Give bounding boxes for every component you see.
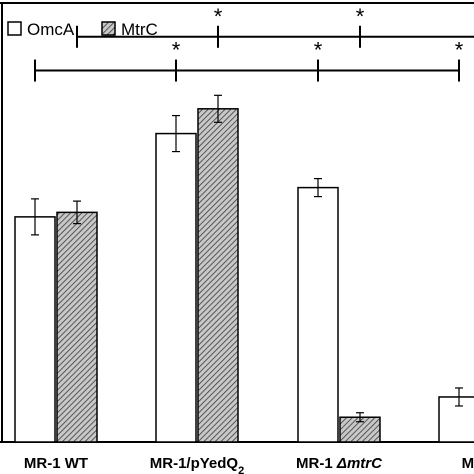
- category-labels: MR-1 WT MR-1/pYedQ2 MR-1 ΔmtrC MR-1: [24, 455, 474, 474]
- category-label-3: MR-1: [462, 455, 474, 472]
- legend-swatch-omca: [7, 21, 22, 36]
- bar-omca-0: [14, 216, 56, 443]
- error-bar-omca-1: [172, 114, 180, 153]
- category-label-2: MR-1 ΔmtrC: [296, 455, 383, 472]
- error-bar-omca-3: [455, 387, 463, 407]
- category-label-0: MR-1 WT: [24, 455, 88, 472]
- category-label-1: MR-1/pYedQ2: [150, 455, 244, 474]
- significance-brackets: ******: [34, 4, 474, 82]
- significance-star: *: [455, 38, 464, 63]
- error-bar-mtrc-1: [214, 94, 222, 123]
- significance-star: *: [172, 38, 181, 63]
- legend: OmcA MtrC: [7, 20, 158, 39]
- significance-star: *: [356, 4, 365, 29]
- error-bar-mtrc-2: [356, 412, 364, 423]
- significance-bracket-1: * * *: [34, 38, 464, 82]
- error-bar-omca-0: [31, 198, 39, 236]
- bar-omca-2: [297, 186, 339, 443]
- legend-swatch-mtrc: [101, 21, 116, 36]
- bar-mtrc-1: [197, 108, 239, 443]
- bar-mtrc-0: [56, 211, 98, 443]
- significance-bracket-0: ***: [76, 4, 474, 48]
- legend-label-mtrc: MtrC: [121, 20, 158, 39]
- legend-label-omca: OmcA: [27, 20, 75, 39]
- error-bar-mtrc-0: [73, 200, 81, 225]
- bar-omca-3: [438, 396, 474, 443]
- bars: [14, 108, 474, 443]
- error-bar-omca-2: [314, 178, 322, 198]
- significance-star: *: [214, 4, 223, 29]
- error-bars: [31, 94, 463, 423]
- bar-omca-1: [155, 132, 197, 443]
- significance-star: *: [314, 38, 323, 63]
